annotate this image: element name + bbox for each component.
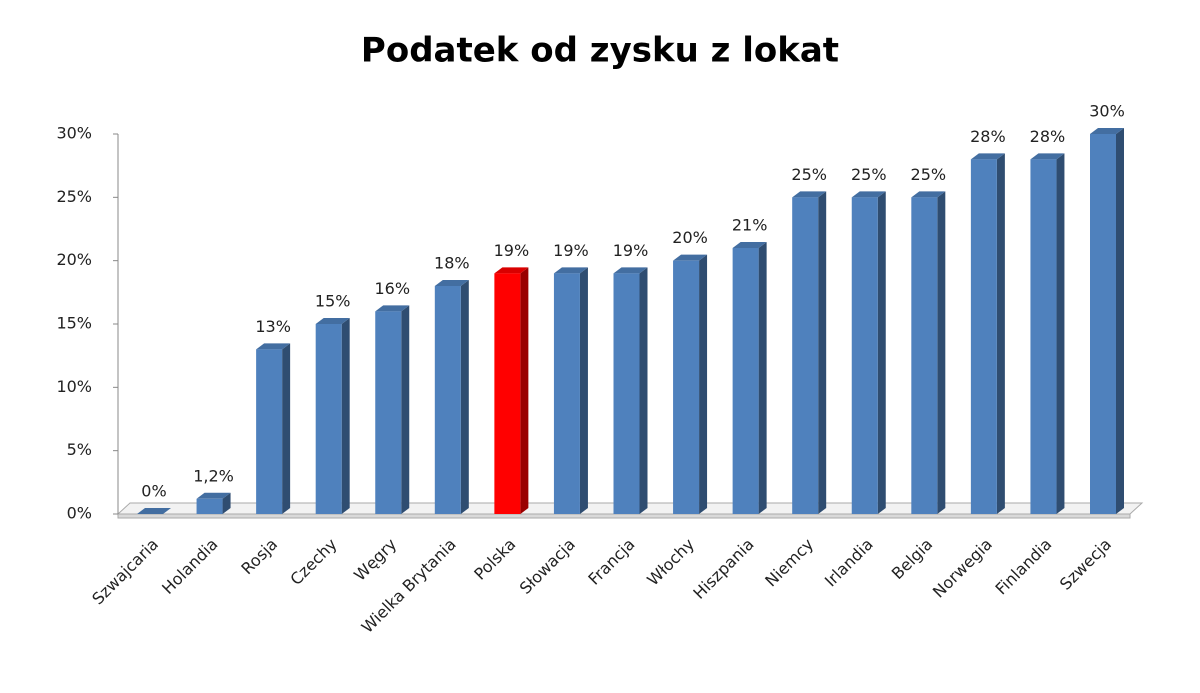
bar-side bbox=[222, 492, 231, 514]
floor-edge bbox=[117, 513, 1131, 519]
bar-top bbox=[613, 267, 648, 274]
bar-top bbox=[137, 508, 171, 514]
x-tick-label: Włochy bbox=[643, 535, 698, 590]
bar-top bbox=[553, 267, 588, 274]
y-tick-label: 15% bbox=[56, 314, 92, 333]
x-tick-label: Słowacja bbox=[516, 535, 579, 598]
x-tick-label: Belgia bbox=[888, 535, 937, 584]
bar-side bbox=[877, 191, 886, 515]
bar-top bbox=[434, 280, 469, 286]
bar bbox=[970, 159, 997, 515]
value-label: 19% bbox=[494, 241, 530, 260]
bar-side bbox=[996, 153, 1005, 515]
value-label: 1,2% bbox=[193, 466, 234, 485]
value-label: 25% bbox=[911, 165, 947, 184]
value-label: 19% bbox=[553, 241, 589, 260]
y-tick-label: 5% bbox=[67, 440, 92, 459]
bar-top bbox=[196, 492, 231, 499]
bar-top bbox=[256, 343, 291, 350]
bar-side bbox=[1056, 153, 1065, 515]
bar bbox=[256, 349, 283, 514]
bar-top bbox=[1090, 128, 1124, 134]
bar bbox=[1090, 134, 1116, 514]
value-label: 15% bbox=[315, 292, 351, 311]
bar bbox=[434, 286, 461, 514]
x-tick-label: Norwegia bbox=[929, 535, 996, 602]
bar-top bbox=[1030, 153, 1065, 160]
value-label: 18% bbox=[434, 254, 470, 273]
x-tick-label: Czechy bbox=[286, 535, 340, 589]
bar-top bbox=[315, 318, 350, 324]
y-tick-label: 0% bbox=[67, 504, 92, 523]
bar-side bbox=[1116, 128, 1124, 514]
x-tick-label: Niemcy bbox=[761, 535, 817, 591]
bar-top bbox=[732, 242, 767, 248]
y-tick-label: 20% bbox=[56, 250, 92, 269]
bar-side bbox=[282, 343, 291, 514]
bar bbox=[792, 197, 819, 515]
bar-side bbox=[818, 191, 827, 515]
bar bbox=[911, 197, 938, 515]
x-tick-label: Francja bbox=[584, 535, 638, 589]
bar-side bbox=[401, 305, 410, 514]
value-label: 21% bbox=[732, 216, 768, 235]
value-label: 0% bbox=[141, 482, 166, 501]
value-label: 30% bbox=[1089, 102, 1125, 121]
x-tick-label: Irlandia bbox=[821, 535, 877, 591]
value-label: 16% bbox=[374, 279, 410, 298]
y-tick-label: 25% bbox=[56, 187, 92, 206]
x-tick-label: Hiszpania bbox=[689, 535, 757, 603]
bar-side bbox=[520, 267, 529, 514]
bar-side bbox=[699, 254, 708, 514]
x-tick-label: Szwajcaria bbox=[88, 535, 162, 609]
bar-side bbox=[937, 191, 946, 515]
bar bbox=[375, 311, 402, 514]
bar-top bbox=[375, 305, 410, 312]
chart-title: Podatek od zysku z lokat bbox=[361, 31, 839, 71]
bar-top bbox=[673, 254, 708, 261]
bar bbox=[196, 498, 223, 514]
bar-side bbox=[639, 267, 648, 514]
bar-top bbox=[970, 153, 1005, 160]
bar-side bbox=[758, 242, 767, 514]
value-label: 13% bbox=[255, 317, 291, 336]
bar-top bbox=[494, 267, 529, 274]
bar bbox=[673, 260, 700, 514]
x-tick-label: Polska bbox=[470, 535, 519, 584]
bar bbox=[494, 273, 521, 514]
bar-top bbox=[792, 191, 827, 198]
x-tick-label: Holandia bbox=[158, 535, 221, 598]
bar-top bbox=[851, 191, 886, 198]
bar bbox=[553, 273, 580, 514]
value-label: 25% bbox=[851, 165, 887, 184]
value-label: 28% bbox=[1030, 127, 1066, 146]
x-tick-label: Rosja bbox=[237, 535, 281, 579]
x-tick-label: Finlandia bbox=[992, 535, 1056, 599]
bar-side bbox=[460, 280, 469, 514]
value-label: 20% bbox=[672, 228, 708, 247]
bar bbox=[732, 248, 759, 514]
value-label: 19% bbox=[613, 241, 649, 260]
bar-side bbox=[579, 267, 588, 514]
bar bbox=[613, 273, 640, 514]
y-tick-label: 10% bbox=[56, 377, 92, 396]
y-tick-label: 30% bbox=[56, 124, 92, 143]
bar bbox=[315, 324, 342, 514]
bar bbox=[1030, 159, 1057, 515]
value-label: 28% bbox=[970, 127, 1006, 146]
x-tick-label: Węgry bbox=[350, 535, 400, 585]
bar-top bbox=[911, 191, 946, 198]
value-label: 25% bbox=[791, 165, 827, 184]
bar-side bbox=[341, 318, 350, 514]
bar bbox=[851, 197, 878, 515]
x-tick-label: Szwecja bbox=[1056, 535, 1115, 594]
